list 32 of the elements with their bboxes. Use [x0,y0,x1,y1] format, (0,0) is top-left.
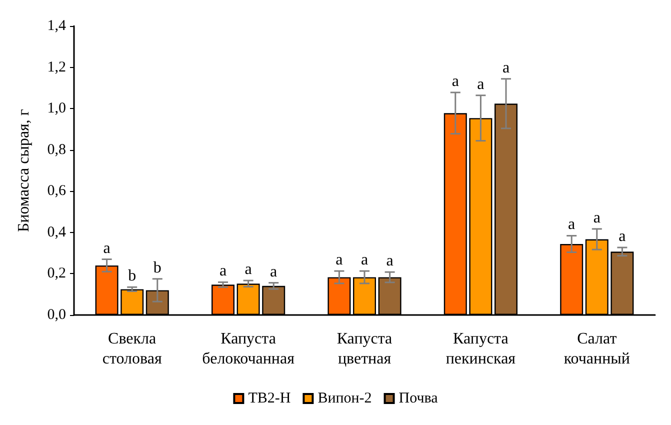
y-axis-title: Биомасса сырая, г [16,108,32,232]
y-tick-label: 0,0 [47,307,66,323]
x-tick-label: Капуста цветная [336,330,392,368]
y-tick-label: 0,6 [47,183,66,200]
y-tick-label: 1,4 [47,18,66,34]
data-label: a [244,261,252,278]
legend-label: Почва [398,390,438,406]
y-tick-label: 0,8 [47,142,66,158]
y-tick-label: 1,0 [47,100,66,117]
legend-label: Випон-2 [318,390,372,406]
x-tick-label: Свекла столовая [102,330,162,368]
data-label: a [502,59,510,76]
data-label: a [219,262,227,280]
data-label: b [128,268,136,285]
data-label: a [386,252,394,270]
x-tick-label: Салат кочанный [564,330,630,368]
data-label: a [103,240,110,257]
data-label: a [360,252,368,269]
data-label: a [593,209,600,226]
y-tick-label: 0,2 [47,266,66,282]
data-label: a [270,263,278,280]
x-tick-label: Капуста пекинская [446,330,516,368]
y-tick-label: 1,2 [47,59,66,76]
data-label: a [336,252,343,269]
data-label: a [618,228,626,245]
legend-label: ТВ2-Н [248,390,291,406]
data-label: a [477,76,484,93]
x-tick-label: Капуста белокочанная [202,330,296,368]
y-tick-label: 0,4 [47,224,66,240]
data-label: b [153,259,162,276]
data-label: a [568,216,576,234]
data-label: a [452,72,459,90]
